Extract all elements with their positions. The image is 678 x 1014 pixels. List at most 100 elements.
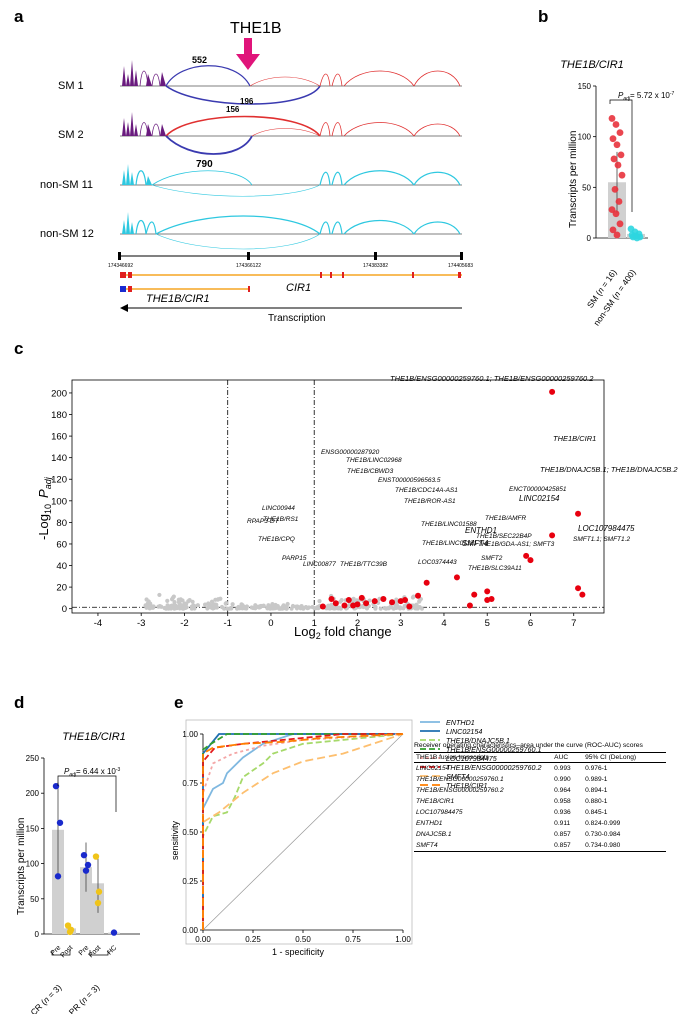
c-bg-point [214,605,220,610]
c-xtick-label: -3 [137,618,145,629]
panel-d-title: THE1B/CIR1 [62,731,126,743]
coord-1: 174346692 [108,263,133,269]
c-hl-point [423,579,430,586]
c-point-label: THE1B/SLC39A11 [468,565,522,572]
roc-cell-auc: 0.990 [554,776,571,783]
d-point [94,899,102,907]
c-bg-point [367,598,372,603]
panel-d-ylabel: Transcripts per million [16,818,27,915]
c-bg-point [229,606,234,611]
b-point [613,231,621,239]
panel-label-d: d [14,693,24,712]
c-xtick-label: 5 [485,618,490,629]
b-point [612,210,620,218]
c-hl-point [523,552,530,559]
sashimi-track-nonsm12 [120,212,462,250]
c-xtick-label: 3 [398,618,403,629]
c-hl-point [415,592,422,599]
roc-curve [202,733,403,930]
c-point-label: LOC0374443 [418,559,457,566]
roc-curve [202,733,404,930]
c-hl-point [345,597,352,604]
d-ytick-label: 100 [26,860,40,869]
b-ytick-label: 100 [578,133,592,142]
c-bg-point [351,596,356,601]
c-bg-point [295,604,300,609]
b-point [633,234,641,242]
d-bar [52,829,64,934]
c-hl-point [575,510,582,517]
panel-b-yticks: 0 50 100 150 [578,82,596,243]
c-bg-point [285,601,290,607]
c-bg-point [317,599,322,604]
track-label-sm1: SM 1 [58,80,84,92]
c-ytick-label: 60 [56,539,67,550]
d-point [82,867,90,874]
c-hl-point [406,603,413,610]
c-hl-point [358,594,365,601]
c-xtick-label: 7 [571,618,576,629]
c-xtick-label: 1 [312,618,317,629]
legend-label: SMFT4 [446,772,470,781]
roc-table-row: THE1B/CIR1 0.958 0.880-1 [414,796,666,807]
c-bg-point [206,601,211,606]
e-xtick-label: 0.75 [345,935,361,944]
c-hl-point [471,591,478,598]
d-point [110,929,118,936]
c-point-label: THE1B/RS1 [263,516,299,523]
c-bg-point [223,601,228,606]
gene-label-cir1: CIR1 [286,282,311,294]
e-ytick-label: 0.75 [182,779,198,788]
c-bg-point [278,606,283,611]
c-bg-point [378,606,383,611]
roc-cell-transcript: LOC107984475 [416,809,463,816]
c-xtick-label: 6 [528,618,533,629]
b-ytick-label: 0 [587,234,592,243]
roc-cell-transcript: SMFT4 [414,840,553,852]
panel-b-bars [608,151,645,238]
roc-cell-transcript: THE1B/ENSG00000259760.2 [416,787,504,794]
gene-model-fusion: THE1B/CIR1 [120,286,250,305]
c-bg-point [402,603,407,608]
panel-d-group-pr: PR (n = 3) [67,982,102,1014]
roc-table-row: DNAJC5B.1 0.857 0.730-0.984 [414,829,666,840]
roc-curve [202,733,403,930]
c-bg-point [209,599,215,604]
c-hl-point [575,585,582,592]
roc-cell-auc: 0.958 [554,798,571,805]
c-point-label: ENTHD1 [465,526,497,535]
sm2-count-790: 790 [196,159,213,170]
panel-label-c: c [14,339,23,358]
c-ytick-label: 0 [62,604,67,615]
c-xtick-label: 0 [268,618,273,629]
legend-label: THE1B/ENSG00000259760.2 [446,763,542,772]
c-ytick-label: 100 [51,496,67,507]
legend-label: THE1B/ENSG00000259760.1 [446,745,542,754]
c-bg-point [326,605,331,610]
b-point [611,185,619,193]
c-bg-point [180,603,185,608]
c-hl-point [453,574,460,581]
c-hl-point [350,602,357,609]
c-hl-point [341,602,348,609]
panel-c-point-labels: THE1B/ENSG00000259760.1; THE1B/ENSG00000… [247,374,678,572]
c-bg-point [190,599,195,604]
roc-cell-ci: 0.824-0.999 [585,820,621,827]
panel-c-xlabel: Log2 fold change [294,624,392,641]
c-bg-point [171,594,176,599]
c-ytick-label: 120 [51,475,67,486]
roc-cell-ci: 0.976-1 [585,765,608,772]
c-bg-point [415,606,420,611]
roc-curve [202,733,404,930]
c-point-label: THE1B/CBWD3 [347,468,394,475]
roc-curve [202,733,404,930]
panel-b-significance-bracket [609,99,633,212]
c-bg-point [284,606,289,611]
c-bg-point [300,605,305,610]
roc-cell-transcript: THE1B/CIR1 [416,798,455,805]
c-point-label: THE1B/SEC22B4P [476,533,532,540]
roc-diagonal [202,733,404,931]
sm2-count-156: 156 [226,105,240,114]
genomic-axis: 174346692 174366122 174383382 174405683 [108,252,473,269]
roc-table-row: SMFT4 0.857 0.734-0.980 [414,840,666,852]
